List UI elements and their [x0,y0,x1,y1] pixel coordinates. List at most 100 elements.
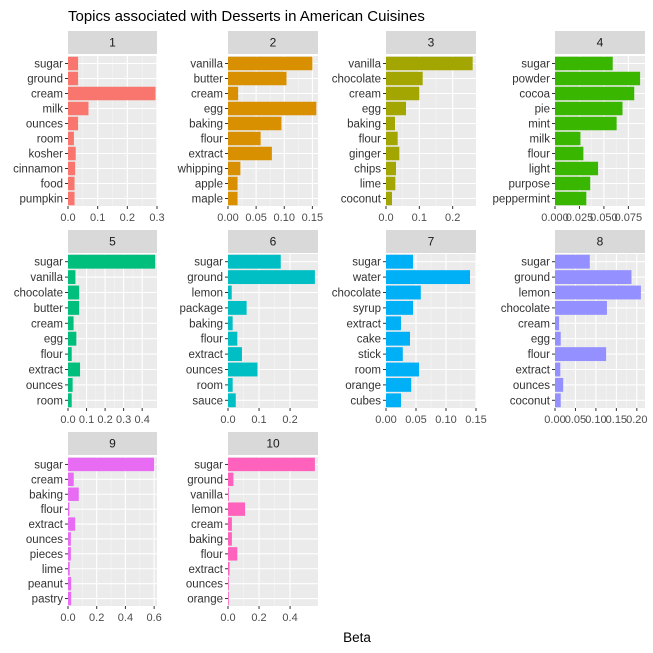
category-label: chips [354,164,381,176]
bar-apple [228,176,238,191]
x-tick-label: 0.05 [565,414,586,426]
category-label: cream [31,474,63,486]
category-label: pastry [32,594,64,606]
category-label: sugar [194,257,223,269]
category-label: chocolate [501,303,550,315]
category-label: peanut [28,579,64,591]
bar-extract [228,146,272,161]
bar-lime [386,176,396,191]
category-label: egg [362,104,381,116]
facet-strip-label: 1 [109,36,116,50]
category-label: egg [531,334,550,346]
bar-butter [228,71,287,86]
bar-extract [555,362,561,377]
facet-6: 6 sugar ground lemon package baking flour extra… [180,230,318,426]
category-label: ground [514,272,550,284]
bar-chocolate [555,300,607,315]
x-tick-label: 0.05 [245,212,266,224]
category-label: kosher [28,149,63,161]
bar-cream [228,517,232,531]
bar-kosher [68,146,76,161]
bar-sugar [386,254,413,269]
category-label: sugar [352,257,381,269]
facet-5: 5 sugar vanilla chocolate butter cream egg flou… [14,230,157,426]
category-label: room [355,365,381,377]
category-label: orange [187,594,223,606]
category-label: ounces [26,119,63,131]
bar-syrup [386,300,413,315]
bar-extract [228,562,230,576]
facet-7: 7 sugar water chocolate syrup extract cake stic… [332,230,487,426]
x-tick-label: 0.2 [120,212,135,224]
category-label: flour [201,549,224,561]
bar-baking [386,116,395,131]
x-tick-label: 0.6 [146,612,161,624]
bar-egg [68,331,77,346]
x-tick-label: 0.05 [405,414,426,426]
category-label: baking [29,489,63,501]
bar-peanut [68,576,72,591]
bar-baking [228,316,233,331]
category-label: cream [349,89,381,101]
x-axis-label: Beta [343,630,371,645]
x-tick-label: 0.0 [220,612,235,624]
category-label: chocolate [14,288,63,300]
category-label: chocolate [332,74,381,86]
bar-chocolate [68,285,80,300]
category-label: sugar [34,459,63,471]
bar-flour [68,347,72,362]
x-tick-label: 0.00 [375,414,396,426]
category-label: baking [189,119,223,131]
bar-coconut [386,191,392,206]
x-tick-label: 0.2 [89,612,104,624]
category-label: food [41,179,63,191]
category-label: cinnamon [13,164,63,176]
bar-cream [68,316,74,331]
bar-pastry [68,591,72,606]
facet-grid: 1 sugar ground cream milk ounces room kosher cin… [13,31,648,624]
x-tick-label: 0.20 [626,414,647,426]
bar-ground [228,472,234,487]
bar-flour [228,547,238,561]
bar-milk [555,131,581,146]
bar-sugar [228,254,281,269]
x-tick-label: 0.1 [90,212,105,224]
x-tick-label: 0.2 [251,612,266,624]
bar-extract [228,347,242,362]
bar-water [386,270,470,285]
bar-orange [386,377,412,392]
bar-pie [555,101,623,116]
panel-background [68,457,157,606]
category-label: room [37,134,63,146]
category-label: lime [42,564,63,576]
category-label: flour [201,134,224,146]
category-label: vanilla [30,272,63,284]
bar-cubes [386,393,401,408]
x-tick-label: 0.1 [412,212,427,224]
category-label: coconut [510,395,551,407]
x-tick-label: 0.0 [220,414,235,426]
facet-8: 8 sugar ground lemon chocolate cream egg flour e… [501,230,648,426]
bar-extract [68,517,76,531]
facet-strip [68,230,157,253]
bar-extract [68,362,81,377]
x-tick-label: 0.4 [282,612,297,624]
x-tick-label: 0.4 [135,414,150,426]
bar-lemon [555,285,641,300]
x-tick-label: 0.0 [60,212,75,224]
x-tick-label: 0.3 [116,414,131,426]
category-label: whipping [177,164,223,176]
category-label: pie [535,104,550,116]
bar-baking [68,487,79,501]
bar-ounces [68,116,79,131]
category-label: ounces [26,380,63,392]
category-label: baking [189,318,223,330]
x-tick-label: 0.10 [274,212,295,224]
x-tick-label: 0.15 [302,212,323,224]
facet-strip-label: 4 [597,36,604,50]
x-tick-label: 0.00 [544,414,565,426]
x-tick-label: 0.4 [118,612,133,624]
category-label: peppermint [492,194,550,206]
category-label: apple [195,179,223,191]
